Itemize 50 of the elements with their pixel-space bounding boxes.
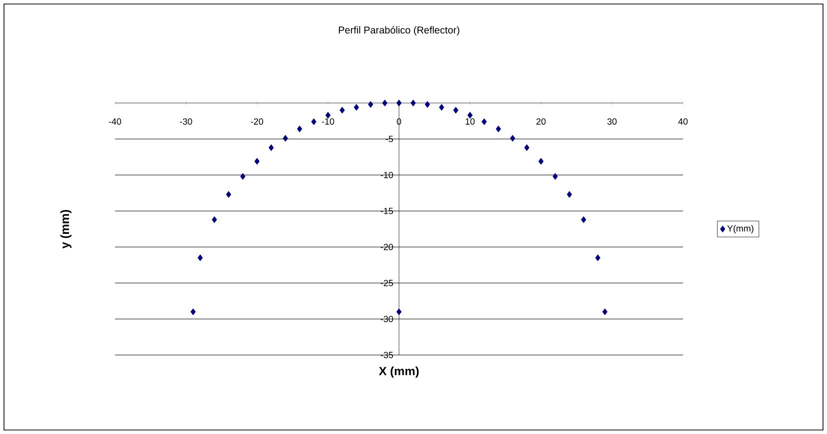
point [581, 216, 586, 224]
y-axis-title: y (mm) [60, 210, 72, 248]
x-tick-label: -10 [322, 118, 334, 125]
point [566, 191, 572, 198]
point [602, 308, 608, 316]
y-tick-label: -35 [380, 352, 393, 358]
point [424, 101, 430, 108]
point [368, 101, 374, 108]
point [190, 308, 196, 316]
point [595, 254, 600, 262]
point [453, 106, 458, 114]
x-tick-label: 0 [396, 118, 402, 125]
point [482, 118, 487, 126]
x-tick-label: 10 [466, 118, 475, 125]
x-tick-label: -40 [108, 118, 122, 125]
y-tick-label: -15 [380, 208, 393, 214]
point [311, 118, 316, 126]
point [538, 158, 544, 165]
point [496, 126, 501, 132]
y-tick-label: -5 [386, 136, 393, 142]
point [552, 173, 558, 180]
point [340, 106, 345, 114]
x-tick-label: -20 [250, 118, 264, 125]
x-tick-label: 30 [607, 118, 617, 125]
point [226, 191, 232, 198]
point [410, 100, 416, 106]
x-axis-title: X (mm) [378, 366, 419, 378]
point [524, 144, 530, 152]
point [254, 158, 260, 165]
x-tick-label: -30 [180, 118, 192, 125]
point [396, 100, 402, 106]
x-tick-label: 20 [536, 118, 546, 125]
point [268, 144, 274, 152]
point [382, 100, 388, 106]
x-tick-label: 40 [678, 118, 688, 125]
point [240, 173, 246, 180]
legend-label: Y(mm) [727, 225, 754, 234]
y-tick-label: -30 [380, 316, 394, 322]
chart-title: Perfil Parabólico (Reflector) [338, 26, 460, 36]
point [510, 134, 516, 142]
y-tick-label: -20 [380, 244, 394, 250]
point [297, 126, 302, 132]
y-tick-label: -10 [380, 172, 394, 178]
point [198, 254, 203, 262]
point [282, 134, 288, 142]
point [439, 104, 444, 111]
point [354, 104, 359, 111]
point [212, 216, 217, 224]
point [396, 308, 402, 316]
y-tick-label: -25 [380, 280, 393, 286]
